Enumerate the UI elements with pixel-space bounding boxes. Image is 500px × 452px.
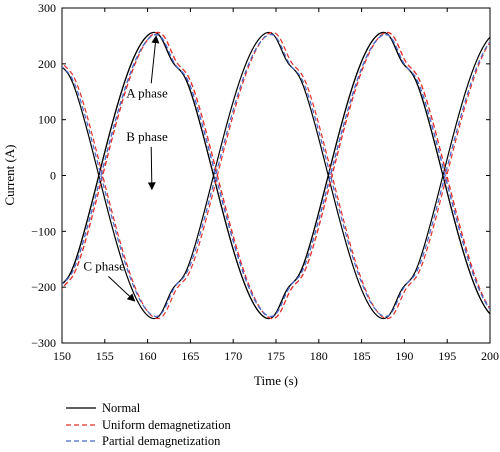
legend-item-normal: Normal (66, 401, 141, 415)
legend-label-partial: Partial demagnetization (102, 434, 221, 448)
x-tick-label: 200 (481, 349, 499, 363)
series-group (62, 31, 490, 320)
series-line-partial-demagnetization-b (62, 33, 490, 318)
legend: Normal Uniform demagnetization Partial d… (66, 401, 232, 448)
x-tick-label: 190 (395, 349, 413, 363)
x-tick-label: 185 (353, 349, 371, 363)
series-line-normal-c (62, 31, 490, 320)
x-axis-ticks: 150 155 160 165 170 175 180 185 190 195 200 (53, 8, 499, 363)
y-axis-title: Current (A) (2, 144, 17, 205)
annotation-label: B phase (126, 129, 168, 144)
y-tick-label: 200 (38, 57, 56, 71)
x-tick-label: 175 (267, 349, 285, 363)
y-tick-label: 0 (50, 169, 56, 183)
series-line-partial-demagnetization-a (62, 33, 490, 318)
legend-label-normal: Normal (102, 401, 141, 415)
series-line-uniform-demagnetization-a (62, 31, 490, 320)
x-axis-title: Time (s) (254, 373, 298, 388)
x-tick-label: 195 (438, 349, 456, 363)
x-tick-label: 165 (181, 349, 199, 363)
x-tick-label: 170 (224, 349, 242, 363)
series-line-uniform-demagnetization-c (62, 31, 490, 320)
legend-item-uniform: Uniform demagnetization (66, 418, 232, 432)
annotation-arrow (108, 276, 136, 302)
series-line-normal-a (62, 31, 490, 320)
x-tick-label: 180 (310, 349, 328, 363)
legend-item-partial: Partial demagnetization (66, 434, 221, 448)
series-line-partial-demagnetization-c (62, 33, 490, 318)
legend-label-uniform: Uniform demagnetization (102, 418, 232, 432)
annotation-label: A phase (126, 85, 168, 100)
annotations: A phase B phase C phase (83, 35, 168, 302)
series-line-normal-b (62, 31, 490, 320)
y-tick-label: −100 (31, 224, 56, 238)
annotation-label: C phase (83, 258, 125, 273)
y-tick-label: −300 (31, 336, 56, 350)
annotation-arrow (150, 35, 160, 84)
x-tick-label: 155 (96, 349, 114, 363)
y-tick-label: 300 (38, 1, 56, 15)
annotation-arrow (147, 146, 156, 191)
y-tick-label: −200 (31, 280, 56, 294)
y-axis-ticks: −300 −200 −100 0 100 200 300 (31, 1, 490, 350)
x-tick-label: 150 (53, 349, 71, 363)
y-tick-label: 100 (38, 113, 56, 127)
x-tick-label: 160 (139, 349, 157, 363)
series-line-uniform-demagnetization-b (62, 31, 490, 320)
